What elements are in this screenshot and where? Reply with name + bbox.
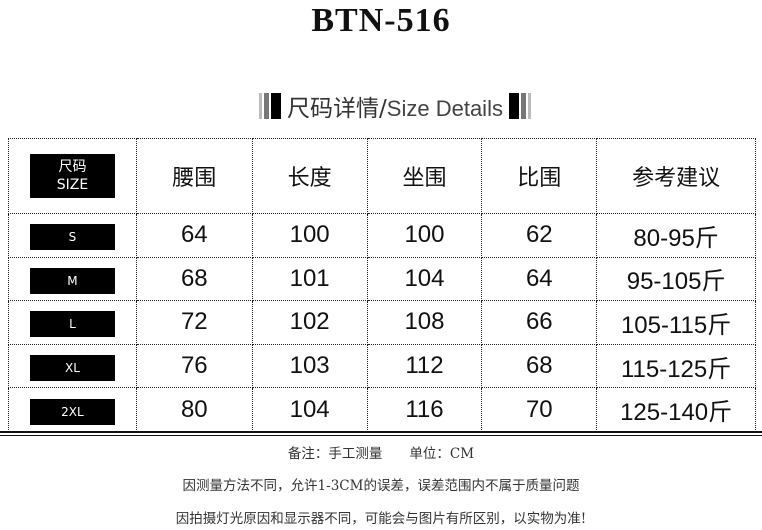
size-row: 2XL 80 104 116 70 125-140斤: [8, 387, 756, 432]
value-cell: 102: [251, 300, 368, 345]
size-cell: XL: [8, 343, 137, 389]
value-cell: 66: [481, 300, 598, 345]
note-color-disclaimer: 因拍摄灯光原因和显示器不同，可能会与图片有所区别，以实物为准!: [175, 511, 587, 527]
column-header: 长度: [251, 138, 368, 214]
value-cell: 100: [251, 213, 368, 258]
value-cell: 105-115斤: [596, 300, 756, 345]
size-header-en: SIZE: [56, 177, 89, 193]
banner-heading: 尺码详情/Size Details: [287, 89, 503, 123]
size-row: S 64 100 100 62 80-95斤: [8, 213, 756, 258]
size-badge: M: [29, 267, 115, 294]
value-cell: 112: [366, 343, 483, 389]
note-tolerance: 因测量方法不同，允许1-3CM的误差，误差范围内不属于质量问题: [182, 478, 580, 494]
column-header: 腰围: [135, 138, 253, 214]
value-cell: 76: [135, 343, 253, 389]
value-cell: 68: [481, 343, 598, 389]
value-cell: 64: [135, 213, 253, 258]
size-header-badge: 尺码 SIZE: [29, 154, 115, 198]
value-cell: 101: [251, 256, 368, 302]
size-cell: S: [8, 213, 137, 258]
size-header-cell: 尺码 SIZE: [8, 138, 137, 214]
size-header-zh: 尺码: [58, 159, 87, 175]
value-cell: 72: [135, 300, 253, 345]
value-cell: 116: [366, 387, 483, 432]
left-bars-decoration: [259, 93, 282, 119]
value-cell: 104: [366, 256, 483, 302]
size-row: L 72 102 108 66 105-115斤: [8, 300, 756, 345]
column-header: 坐围: [366, 138, 483, 214]
size-cell: L: [8, 300, 137, 345]
size-badge: XL: [29, 355, 115, 382]
value-cell: 62: [481, 213, 598, 258]
value-cell: 108: [366, 300, 483, 345]
size-row: XL 76 103 112 68 115-125斤: [8, 343, 756, 389]
table-bottom-divider: [0, 431, 762, 436]
size-badge: 2XL: [29, 398, 115, 425]
right-bars-decoration: [508, 93, 531, 119]
size-cell: M: [8, 256, 137, 302]
column-header: 比围: [481, 138, 598, 214]
note-unit: 备注：手工测量 单位：CM: [287, 446, 475, 462]
value-cell: 80-95斤: [596, 213, 756, 258]
product-code-title: BTN-516: [311, 2, 451, 39]
value-cell: 115-125斤: [596, 343, 756, 389]
header-row: 尺码 SIZE 腰围 长度 坐围 比围 参考建议: [8, 138, 756, 214]
banner-zh: 尺码详情/: [287, 96, 387, 122]
value-cell: 103: [251, 343, 368, 389]
size-badge: S: [29, 224, 115, 251]
size-cell: 2XL: [8, 387, 137, 432]
banner-en: Size Details: [386, 96, 503, 121]
value-cell: 80: [135, 387, 253, 432]
size-row: M 68 101 104 64 95-105斤: [8, 256, 756, 302]
value-cell: 64: [481, 256, 598, 302]
value-cell: 125-140斤: [596, 387, 756, 432]
size-details-banner: 尺码详情/Size Details: [200, 86, 590, 126]
value-cell: 104: [251, 387, 368, 432]
value-cell: 100: [366, 213, 483, 258]
column-header: 参考建议: [596, 138, 756, 214]
size-table: 尺码 SIZE 腰围 长度 坐围 比围 参考建议 S 64 100 100 62 80-95…: [8, 138, 756, 432]
value-cell: 95-105斤: [596, 256, 756, 302]
value-cell: 68: [135, 256, 253, 302]
value-cell: 70: [481, 387, 598, 432]
size-badge: L: [29, 311, 115, 338]
